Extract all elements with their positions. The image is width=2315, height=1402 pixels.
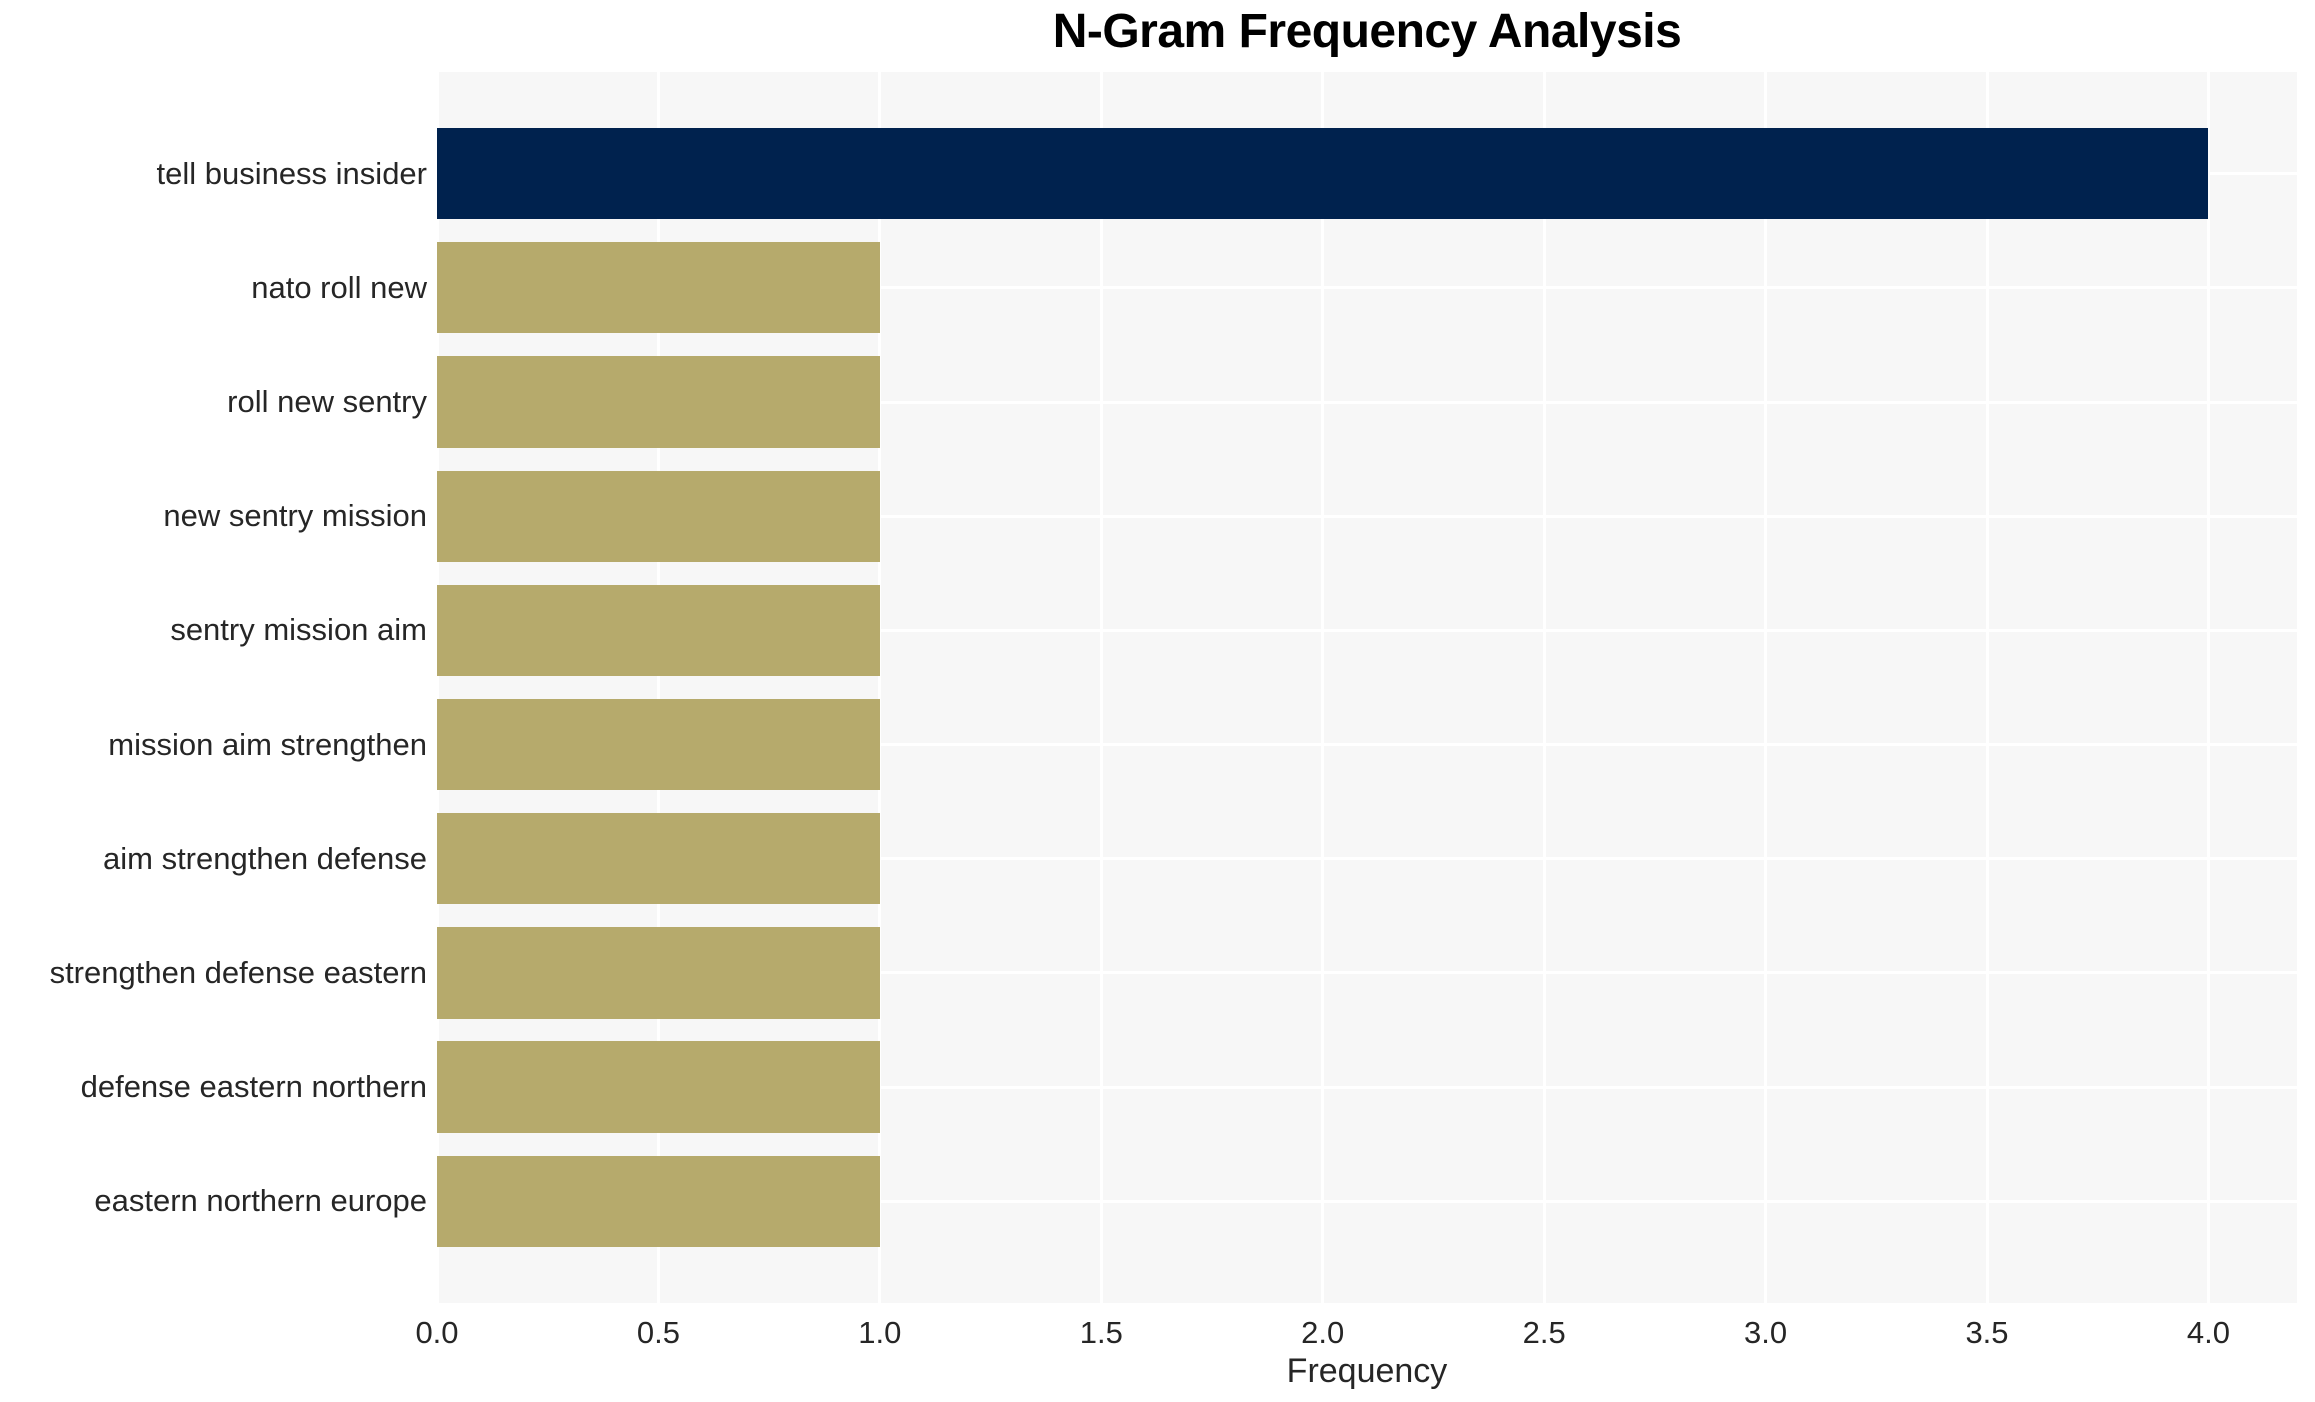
y-gridline bbox=[437, 743, 2297, 747]
y-tick-label: defense eastern northern bbox=[80, 1069, 427, 1105]
y-gridline bbox=[437, 514, 2297, 518]
y-gridline bbox=[437, 1085, 2297, 1089]
bar bbox=[437, 242, 880, 334]
x-tick-label: 2.5 bbox=[1522, 1315, 1566, 1350]
bar bbox=[437, 927, 880, 1019]
x-gridline bbox=[435, 72, 439, 1303]
bar bbox=[437, 584, 880, 677]
y-tick-label: strengthen defense eastern bbox=[49, 954, 427, 990]
x-gridline bbox=[1099, 72, 1103, 1303]
x-tick-label: 0.5 bbox=[636, 1315, 680, 1350]
x-tick-label: 1.0 bbox=[858, 1315, 902, 1350]
y-gridline bbox=[437, 400, 2297, 404]
x-tick-label: 2.0 bbox=[1301, 1315, 1345, 1350]
y-tick-label: sentry mission aim bbox=[170, 612, 427, 648]
y-tick-label: eastern northern europe bbox=[94, 1183, 427, 1219]
chart-title: N-Gram Frequency Analysis bbox=[1052, 5, 1682, 58]
bar bbox=[437, 356, 880, 448]
y-tick-label: aim strengthen defense bbox=[103, 840, 427, 876]
x-gridline bbox=[656, 72, 660, 1303]
x-gridline bbox=[1985, 72, 1989, 1303]
bar bbox=[437, 1041, 880, 1133]
y-gridline bbox=[437, 1199, 2297, 1203]
x-axis-label: Frequency bbox=[1286, 1352, 1448, 1390]
x-tick-label: 0.0 bbox=[415, 1315, 459, 1350]
bar bbox=[437, 470, 880, 562]
y-tick-label: roll new sentry bbox=[227, 384, 427, 420]
y-tick-label: new sentry mission bbox=[163, 498, 427, 534]
x-gridline bbox=[1764, 72, 1768, 1303]
x-tick-label: 3.0 bbox=[1744, 1315, 1788, 1350]
x-tick-label: 1.5 bbox=[1079, 1315, 1123, 1350]
bar bbox=[437, 698, 880, 791]
y-tick-label: tell business insider bbox=[156, 155, 427, 191]
plot-area bbox=[435, 72, 2297, 1303]
y-tick-label: mission aim strengthen bbox=[108, 726, 427, 762]
x-gridline bbox=[1542, 72, 1546, 1303]
x-gridline bbox=[2206, 72, 2210, 1303]
bar bbox=[437, 1155, 880, 1248]
x-gridline bbox=[1321, 72, 1325, 1303]
bar bbox=[437, 813, 880, 905]
bar bbox=[437, 127, 2209, 220]
x-tick-label: 4.0 bbox=[2186, 1315, 2230, 1350]
y-gridline bbox=[437, 857, 2297, 861]
x-tick-label: 3.5 bbox=[1965, 1315, 2009, 1350]
x-gridline bbox=[878, 72, 882, 1303]
y-gridline bbox=[437, 628, 2297, 632]
y-tick-label: nato roll new bbox=[251, 269, 427, 305]
y-gridline bbox=[437, 971, 2297, 975]
y-gridline bbox=[437, 286, 2297, 290]
